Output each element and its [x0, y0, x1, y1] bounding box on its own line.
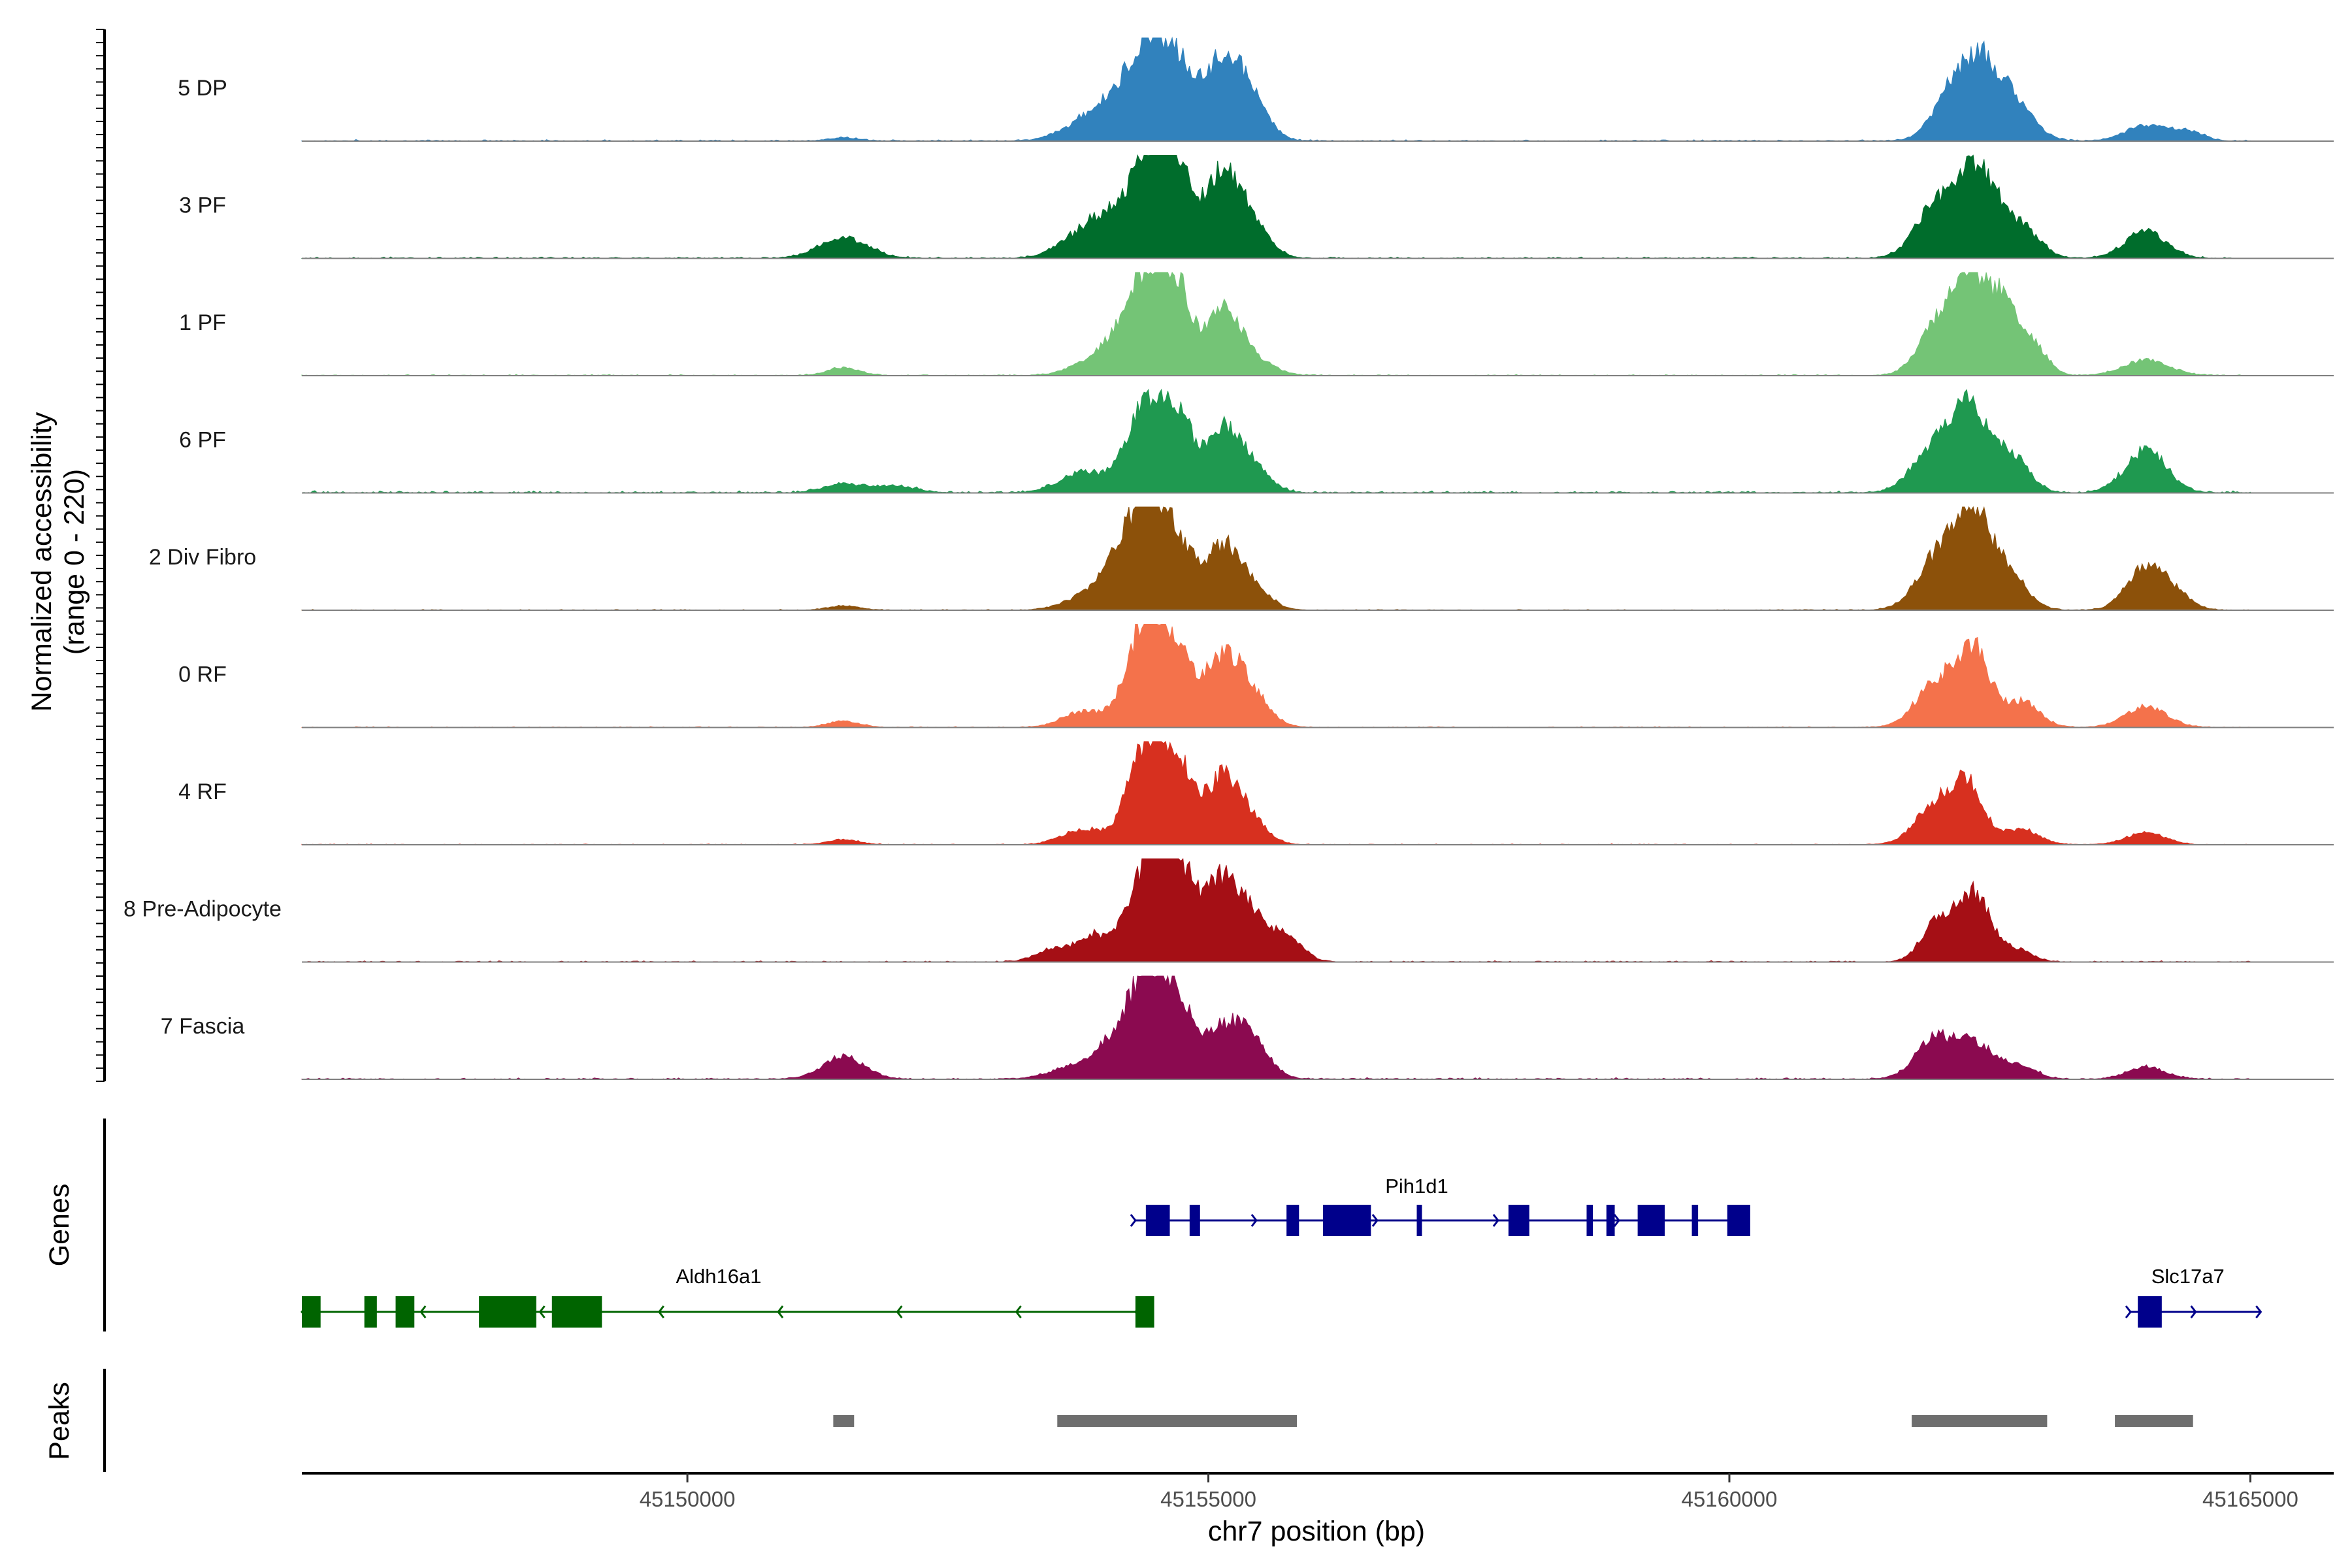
- gene-label: Slc17a7: [2151, 1265, 2225, 1288]
- track-6-pf: 6 PF: [179, 389, 2334, 494]
- gene-label: Aldh16a1: [676, 1265, 761, 1288]
- peak-region: [2115, 1415, 2193, 1427]
- track-7-fascia: 7 Fascia: [161, 975, 2334, 1080]
- y-axis: [96, 29, 106, 1082]
- track-1-pf: 1 PF: [179, 271, 2334, 376]
- strand-arrow: [1371, 1214, 1379, 1227]
- track-label: 2 Div Fibro: [149, 545, 256, 570]
- strand-arrow: [896, 1305, 903, 1318]
- x-tick-label: 45155000: [1160, 1487, 1256, 1511]
- peak-region: [1057, 1415, 1298, 1427]
- strand-arrow: [1250, 1214, 1258, 1227]
- strand-arrow: [538, 1305, 546, 1318]
- exon: [479, 1296, 536, 1328]
- track-label: 4 RF: [178, 779, 227, 804]
- exon: [302, 1296, 321, 1328]
- coverage-area: [301, 37, 2251, 142]
- track-label: 1 PF: [179, 310, 226, 335]
- y-axis-range-label: (range 0 - 220): [59, 469, 90, 655]
- exon: [1606, 1205, 1615, 1236]
- exon: [1586, 1205, 1593, 1236]
- track-8-pre-adipocyte: 8 Pre-Adipocyte: [123, 858, 2334, 963]
- genes-track-label: Genes: [44, 1184, 75, 1267]
- x-tick-label: 45165000: [2202, 1487, 2298, 1511]
- coverage-area: [301, 154, 2251, 259]
- track-2-div-fibro: 2 Div Fibro: [149, 506, 2334, 611]
- track-label: 7 Fascia: [161, 1014, 245, 1039]
- exon: [1727, 1205, 1750, 1236]
- peaks-track-label: Peaks: [44, 1382, 75, 1460]
- coverage-area: [301, 858, 2251, 963]
- track-label: 5 DP: [178, 76, 227, 101]
- exon: [395, 1296, 415, 1328]
- x-tick-label: 45160000: [1682, 1487, 1778, 1511]
- x-axis-label: chr7 position (bp): [1208, 1516, 1425, 1547]
- track-5-dp: 5 DP: [178, 37, 2334, 142]
- peak-region: [833, 1415, 855, 1427]
- exon: [1416, 1205, 1422, 1236]
- strand-arrow: [777, 1305, 784, 1318]
- track-4-rf: 4 RF: [178, 741, 2334, 845]
- track-label: 8 Pre-Adipocyte: [123, 897, 282, 922]
- exon: [551, 1296, 602, 1328]
- coverage-area: [301, 506, 2251, 611]
- peak-region: [1912, 1415, 2048, 1427]
- strand-arrow: [1492, 1214, 1499, 1227]
- gene-pih1d1: Pih1d1: [1130, 1175, 1750, 1236]
- coverage-area: [301, 975, 2251, 1080]
- track-label: 6 PF: [179, 428, 226, 453]
- exon: [1637, 1205, 1665, 1236]
- exon: [1691, 1205, 1699, 1236]
- gene-slc17a7: Slc17a7: [2125, 1265, 2262, 1328]
- exon: [1322, 1205, 1371, 1236]
- track-label: 3 PF: [179, 193, 226, 218]
- strand-arrow: [1015, 1305, 1022, 1318]
- exon: [1508, 1205, 1529, 1236]
- x-axis: 45150000 45155000 45160000 45165000: [302, 1472, 2334, 1511]
- strand-arrow: [1613, 1214, 1620, 1227]
- x-tick-label: 45150000: [640, 1487, 736, 1511]
- strand-arrow: [2125, 1305, 2132, 1318]
- exon: [364, 1296, 377, 1328]
- track-label: 0 RF: [178, 662, 227, 687]
- coverage-area: [301, 741, 2251, 845]
- exon: [1145, 1205, 1170, 1236]
- strand-arrow: [2255, 1305, 2262, 1318]
- gene-aldh16a1: Aldh16a1: [301, 1265, 1154, 1328]
- exon: [2138, 1296, 2162, 1328]
- exon: [1189, 1205, 1200, 1236]
- y-axis-label: Normalized accessibility: [26, 412, 57, 711]
- coverage-area: [301, 624, 2251, 728]
- peaks-track: [103, 1369, 2193, 1472]
- track-3-pf: 3 PF: [179, 154, 2334, 259]
- gene-label: Pih1d1: [1385, 1175, 1448, 1198]
- strand-arrow: [419, 1305, 427, 1318]
- coverage-tracks: 5 DP 3 PF 1 PF 6 PF 2 Div Fibro 0 RF 4 RF 8 Pre…: [123, 37, 2334, 1080]
- coverage-area: [301, 271, 2251, 376]
- exon: [1135, 1296, 1154, 1328]
- strand-arrow: [1130, 1214, 1137, 1227]
- strand-arrow: [2190, 1305, 2197, 1318]
- track-0-rf: 0 RF: [178, 624, 2334, 728]
- genes-track: Pih1d1 Aldh16a1 Slc17a7: [103, 1119, 2262, 1331]
- strand-arrow: [657, 1305, 664, 1318]
- exon: [1286, 1205, 1299, 1236]
- coverage-area: [301, 389, 2251, 494]
